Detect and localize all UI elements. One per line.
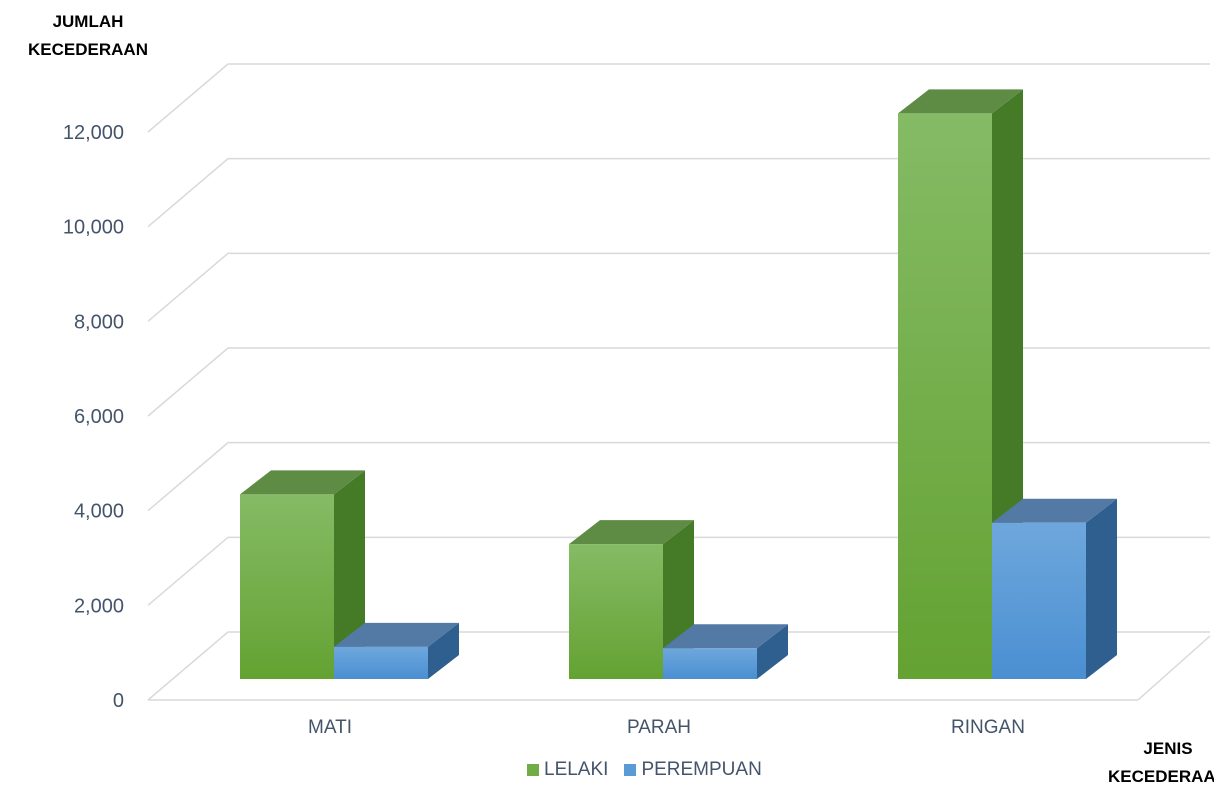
bar-lelaki-mati: [240, 470, 365, 679]
gridline-5: [147, 157, 1210, 228]
x-axis-ticks: MATI PARAH RINGAN: [308, 717, 1025, 738]
bar-side-face: [757, 624, 788, 679]
bar-top-face: [992, 498, 1117, 523]
bar-front-face: [334, 646, 428, 679]
y-axis-title: JUMLAH KECEDERAAN: [18, 8, 158, 64]
bar-top-face: [663, 624, 788, 649]
gridline-3: [147, 347, 1210, 417]
y-tick-label-1: 2,000: [74, 595, 124, 617]
x-axis-title-line-1: JENIS: [1143, 739, 1193, 758]
bar-side-face: [1086, 498, 1117, 679]
legend-swatch-perempuan: [624, 764, 637, 776]
y-axis-title-line-1: JUMLAH: [52, 12, 124, 31]
x-tick-label-parah: PARAH: [627, 717, 691, 738]
bar-front-face: [992, 522, 1086, 679]
bar-front-face: [663, 648, 757, 679]
y-axis-title-line-2: KECEDERAAN: [28, 40, 148, 59]
y-tick-label-0: 0: [113, 690, 124, 712]
x-tick-label-ringan: RINGAN: [951, 717, 1025, 738]
x-tick-label-mati: MATI: [308, 717, 352, 738]
bars: [240, 89, 1117, 679]
legend-item-lelaki: LELAKI: [527, 759, 608, 781]
bar-lelaki-parah: [569, 520, 694, 679]
gridline-2: [147, 441, 1210, 512]
gridline-4: [147, 252, 1210, 322]
legend-item-perempuan: PEREMPUAN: [624, 759, 762, 781]
y-tick-label-3: 6,000: [74, 406, 124, 428]
bar-top-face: [334, 622, 459, 647]
gridline-0: [147, 631, 1210, 701]
bar-perempuan-parah: [663, 624, 788, 679]
gridline-1: [147, 536, 1210, 606]
bar-top-face: [240, 470, 365, 495]
bar-front-face: [569, 544, 663, 679]
y-axis-ticks: 0 2,000 4,000 6,000 8,000 10,000 12,000: [63, 122, 124, 712]
bar-top-face: [898, 89, 1023, 114]
x-axis-title-line-2: KECEDERAAN: [1108, 767, 1214, 786]
y-tick-label-6: 12,000: [63, 122, 124, 144]
legend-swatch-lelaki: [527, 764, 539, 776]
bar-front-face: [898, 113, 992, 679]
x-axis-title: JENIS KECEDERAAN: [1108, 735, 1214, 791]
y-tick-label-4: 8,000: [74, 311, 124, 333]
bar-perempuan-mati: [334, 622, 459, 679]
bar-side-face: [428, 622, 459, 679]
floor-right-edge: [1137, 635, 1211, 701]
legend: LELAKI PEREMPUAN: [527, 758, 762, 782]
bar-perempuan-ringan: [992, 498, 1117, 679]
legend-label-perempuan: PEREMPUAN: [641, 759, 762, 780]
bar-top-face: [569, 520, 694, 545]
gridline-6: [147, 63, 1210, 133]
bar-front-face: [240, 494, 334, 679]
gridlines: [147, 63, 1211, 701]
y-tick-label-2: 4,000: [74, 501, 124, 523]
legend-label-lelaki: LELAKI: [544, 759, 609, 780]
bar-side-face: [334, 470, 365, 679]
y-tick-label-5: 10,000: [63, 217, 124, 239]
